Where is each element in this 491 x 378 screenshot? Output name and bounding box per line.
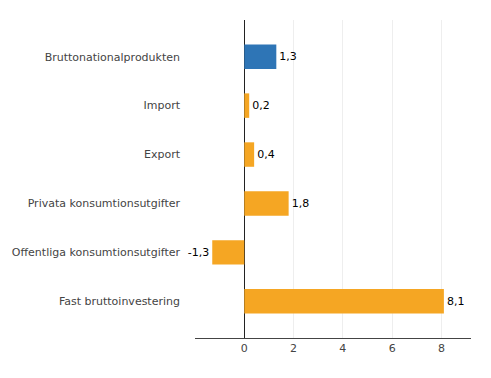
svg-text:-1,3: -1,3 — [188, 246, 209, 259]
svg-text:4: 4 — [339, 342, 346, 355]
svg-text:Offentliga konsumtionsutgifter: Offentliga konsumtionsutgifter — [12, 246, 181, 259]
svg-text:Import: Import — [143, 99, 180, 112]
svg-text:Fast bruttoinvestering: Fast bruttoinvestering — [59, 295, 180, 308]
svg-text:1,3: 1,3 — [279, 50, 297, 63]
svg-text:1,8: 1,8 — [292, 197, 310, 210]
svg-text:0: 0 — [241, 342, 248, 355]
svg-text:8: 8 — [438, 342, 445, 355]
svg-text:8,1: 8,1 — [447, 295, 465, 308]
svg-text:Privata konsumtionsutgifter: Privata konsumtionsutgifter — [28, 197, 181, 210]
svg-text:0,4: 0,4 — [257, 148, 275, 161]
svg-text:0,2: 0,2 — [252, 99, 270, 112]
svg-text:Bruttonationalprodukten: Bruttonationalprodukten — [45, 51, 180, 64]
svg-text:6: 6 — [389, 342, 396, 355]
svg-text:2: 2 — [290, 342, 297, 355]
svg-text:Export: Export — [144, 148, 181, 161]
